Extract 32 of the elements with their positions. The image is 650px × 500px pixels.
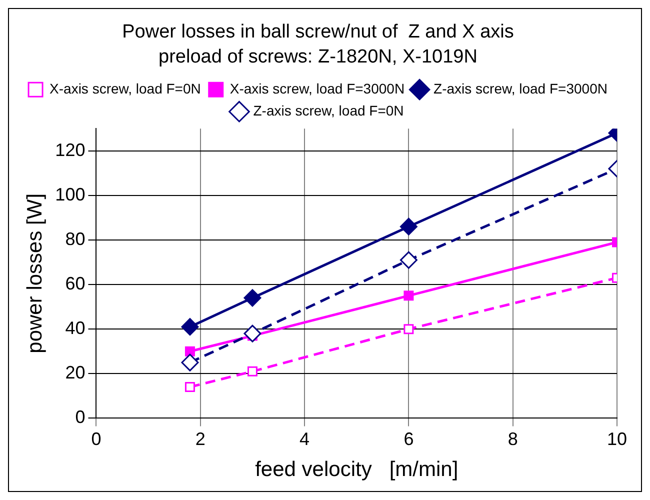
point bbox=[404, 290, 414, 301]
point bbox=[244, 324, 262, 342]
point bbox=[184, 382, 195, 392]
legend-label: X-axis screw, load F=0N bbox=[50, 80, 201, 96]
point bbox=[181, 318, 199, 336]
legend-label: Z-axis screw, load F=0N bbox=[253, 102, 404, 118]
x-tick-label: 4 bbox=[300, 428, 310, 449]
point bbox=[184, 346, 195, 356]
x-tick-label: 0 bbox=[91, 428, 102, 449]
legend-label: X-axis screw, load F=3000N bbox=[230, 80, 405, 96]
point bbox=[400, 251, 418, 269]
y-tick-label: 60 bbox=[65, 274, 86, 294]
y-tick-label: 120 bbox=[55, 140, 86, 160]
x-tick-label: 8 bbox=[508, 428, 518, 449]
y-tick-label: 40 bbox=[65, 318, 86, 338]
x-tick-label: 2 bbox=[195, 428, 206, 449]
point bbox=[404, 324, 414, 334]
x-tick-label: 10 bbox=[606, 428, 628, 449]
y-tick-label: 100 bbox=[55, 184, 86, 204]
y-tick-label: 0 bbox=[75, 407, 86, 428]
chart-subtitle: preload of screws: Z-1820N, X-1019N bbox=[158, 46, 478, 68]
y-axis-title: power losses [W] bbox=[23, 193, 46, 354]
y-tick-label: 80 bbox=[65, 228, 86, 249]
point bbox=[247, 366, 258, 376]
x-tick-label: 6 bbox=[404, 428, 414, 449]
point bbox=[244, 289, 262, 307]
y-tick-label: 20 bbox=[65, 362, 86, 383]
point bbox=[400, 218, 418, 236]
chart-title: Power losses in ball screw/nut of Z and X axis bbox=[122, 22, 514, 43]
x-axis-title: feed velocity [m/min] bbox=[255, 458, 458, 482]
point bbox=[181, 354, 199, 372]
legend-label: Z-axis screw, load F=3000N bbox=[434, 80, 608, 96]
